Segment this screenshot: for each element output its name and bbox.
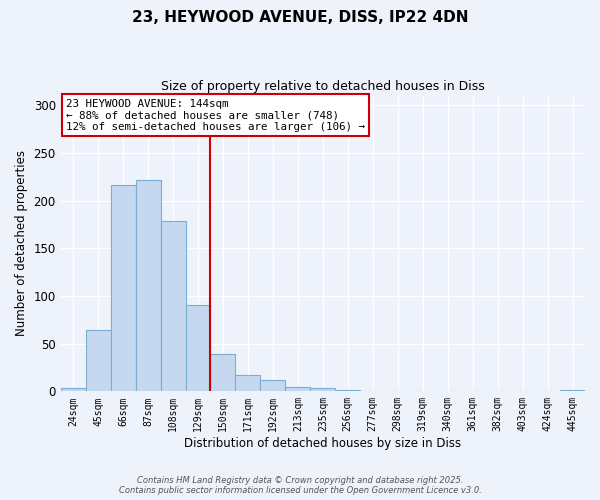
X-axis label: Distribution of detached houses by size in Diss: Distribution of detached houses by size … xyxy=(184,437,461,450)
Bar xyxy=(286,386,310,392)
Bar xyxy=(185,304,211,392)
Bar xyxy=(86,330,110,392)
Bar xyxy=(161,222,185,392)
Bar xyxy=(136,180,161,392)
Title: Size of property relative to detached houses in Diss: Size of property relative to detached ho… xyxy=(161,80,485,93)
Bar xyxy=(335,390,360,392)
Y-axis label: Number of detached properties: Number of detached properties xyxy=(15,150,28,336)
Bar xyxy=(560,390,585,392)
Bar xyxy=(310,388,335,392)
Bar xyxy=(61,388,86,392)
Text: 23 HEYWOOD AVENUE: 144sqm
← 88% of detached houses are smaller (748)
12% of semi: 23 HEYWOOD AVENUE: 144sqm ← 88% of detac… xyxy=(66,98,365,132)
Bar xyxy=(211,354,235,392)
Text: Contains HM Land Registry data © Crown copyright and database right 2025.
Contai: Contains HM Land Registry data © Crown c… xyxy=(119,476,481,495)
Bar xyxy=(260,380,286,392)
Bar xyxy=(110,185,136,392)
Bar xyxy=(235,375,260,392)
Text: 23, HEYWOOD AVENUE, DISS, IP22 4DN: 23, HEYWOOD AVENUE, DISS, IP22 4DN xyxy=(132,10,468,25)
